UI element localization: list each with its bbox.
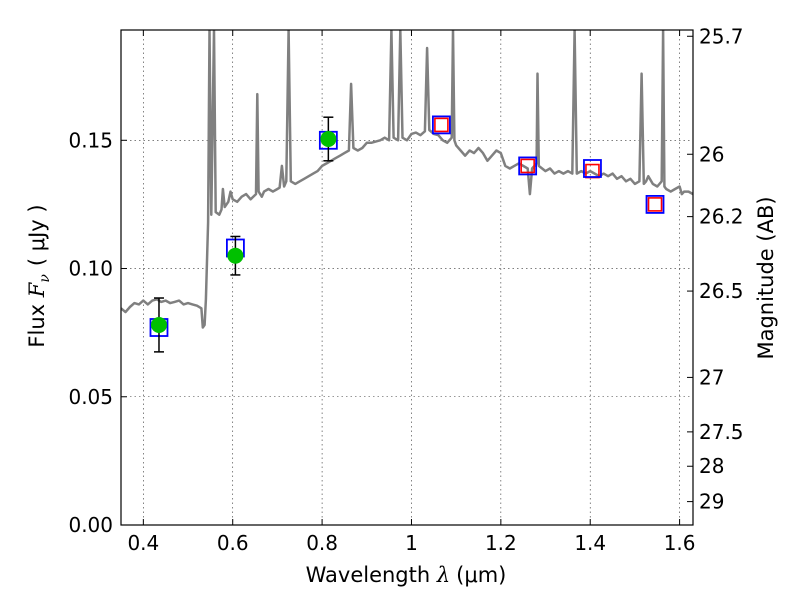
x-axis-title: Wavelength λ (μm) (306, 563, 507, 587)
magnitude-tick-label: 26 (699, 142, 724, 166)
observed-nir-marker (434, 117, 449, 133)
model-photometry-marker (645, 195, 665, 214)
x-tick-label: 0.8 (306, 531, 338, 555)
tick-layer: 0.4 0.6 0.8 1 1.2 1.4 1.6 0.00 0.05 0.10 0.15 25.7 2… (68, 24, 743, 555)
model-spectrum-line (121, 30, 693, 329)
model-photometry-marker (583, 159, 602, 178)
x-tick-label: 0.6 (217, 531, 249, 555)
magnitude-axis-title: Magnitude (AB) (754, 196, 778, 359)
y-tick-label: 0.05 (68, 385, 113, 409)
observed-nir-marker (520, 158, 535, 174)
spectrum-layer (121, 30, 693, 329)
x-tick-label: 1.6 (664, 531, 696, 555)
y-tick-label: 0.00 (68, 513, 113, 537)
magnitude-tick-label: 26.5 (699, 279, 744, 303)
observed-optical-marker (320, 131, 337, 148)
model-photometry-marker (518, 156, 538, 176)
y-tick-label: 0.15 (68, 128, 113, 152)
x-tick-label: 1 (405, 531, 418, 555)
model-photometry-marker (432, 115, 451, 135)
magnitude-tick-label: 25.7 (699, 24, 744, 48)
magnitude-tick-label: 29 (699, 490, 724, 514)
plot-frame (120, 29, 694, 526)
observed-nir-marker (647, 197, 663, 212)
magnitude-tick-label: 26.2 (699, 205, 744, 229)
x-tick-label: 0.4 (127, 531, 159, 555)
marker-layer (149, 115, 665, 353)
magnitude-tick-label: 27.5 (699, 420, 744, 444)
observed-optical-marker (150, 316, 167, 333)
magnitude-tick-label: 28 (699, 454, 724, 478)
observed-optical-marker (227, 247, 244, 264)
y-tick-label: 0.10 (68, 257, 113, 281)
grid-layer (121, 30, 693, 526)
y-axis-title: Flux Fν( μJy ) (25, 204, 53, 347)
x-tick-label: 1.2 (485, 531, 517, 555)
magnitude-tick-label: 27 (699, 365, 724, 389)
x-tick-label: 1.4 (574, 531, 606, 555)
